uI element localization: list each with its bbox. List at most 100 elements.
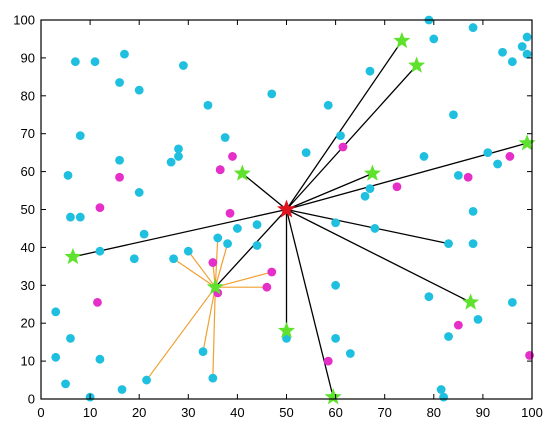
cyan-point — [468, 239, 478, 249]
green-star — [518, 134, 536, 151]
green-star — [363, 164, 381, 181]
cyan-point — [70, 57, 80, 67]
cyan-point — [233, 224, 242, 233]
cyan-point — [365, 66, 375, 76]
cyan-point — [75, 212, 85, 222]
cyan-point — [419, 152, 429, 161]
points-layer — [51, 15, 534, 402]
black-link — [285, 209, 334, 398]
x-tick-label: 40 — [230, 405, 244, 420]
black-link — [286, 208, 449, 245]
cyan-point — [449, 110, 458, 120]
cyan-point — [66, 212, 75, 222]
cyan-point — [370, 224, 380, 233]
cyan-point — [142, 375, 151, 385]
y-tick-label: 0 — [28, 392, 35, 407]
stars-layer — [64, 31, 536, 405]
cyan-point — [120, 49, 129, 59]
cyan-point — [267, 89, 277, 99]
cyan-point — [331, 333, 340, 343]
black-link — [214, 209, 287, 288]
y-tick-label: 60 — [21, 164, 35, 179]
magenta-point — [225, 208, 235, 218]
y-tick-label: 80 — [21, 88, 35, 103]
cyan-point — [169, 254, 178, 264]
cyan-point — [115, 78, 124, 87]
y-tick-label: 30 — [21, 278, 35, 293]
cyan-point — [365, 184, 375, 194]
magenta-point — [525, 351, 534, 360]
cyan-point — [301, 148, 311, 158]
cyan-point — [453, 170, 463, 180]
magenta-point — [228, 152, 237, 161]
x-tick-label: 20 — [132, 405, 146, 420]
cyan-point — [252, 241, 262, 250]
cyan-point — [117, 385, 127, 394]
y-tick-label: 10 — [21, 354, 35, 369]
cyan-point — [507, 297, 517, 307]
cyan-point — [208, 373, 218, 383]
green-star — [233, 164, 251, 181]
cyan-point — [493, 159, 503, 169]
orange-link — [173, 258, 216, 288]
cyan-point — [331, 218, 340, 228]
cyan-point — [213, 233, 223, 243]
cyan-point — [134, 188, 144, 197]
cyan-point — [522, 49, 532, 59]
orange-link — [212, 287, 216, 379]
cyan-point — [95, 246, 105, 256]
cyan-point — [95, 354, 105, 364]
cyan-point — [517, 42, 527, 51]
cyan-point — [61, 379, 70, 389]
orange-link — [202, 287, 216, 352]
x-tick-label: 50 — [279, 405, 293, 420]
magenta-point — [453, 320, 463, 330]
cyan-point — [345, 349, 355, 358]
x-tick-label: 80 — [427, 405, 441, 420]
cyan-point — [75, 131, 85, 140]
magenta-point — [215, 165, 225, 175]
magenta-point — [323, 356, 333, 366]
ticks-layer: 0 10 20 30 40 50 60 70 80 90 100 0 10 20 30 40 50 60 70 80 9… — [13, 13, 543, 421]
cyan-point — [139, 229, 149, 239]
x-tick-label: 30 — [181, 405, 195, 420]
cyan-point — [174, 152, 183, 161]
cyan-point — [252, 220, 262, 230]
x-tick-label: 0 — [37, 405, 44, 420]
green-star — [462, 293, 480, 310]
cyan-point — [498, 47, 507, 57]
magenta-point — [95, 203, 105, 213]
y-tick-label: 50 — [21, 202, 35, 217]
x-tick-label: 100 — [521, 405, 543, 420]
cyan-point — [178, 61, 188, 70]
cyan-point — [444, 239, 453, 249]
orange-link — [187, 250, 216, 288]
orange-link — [146, 286, 216, 381]
green-star — [408, 56, 426, 73]
cyan-point — [51, 307, 61, 317]
y-tick-label: 90 — [21, 50, 35, 65]
links-layer — [72, 40, 528, 398]
y-tick-label: 70 — [21, 126, 35, 141]
cyan-point — [90, 57, 100, 67]
cyan-point — [436, 385, 446, 394]
cyan-point — [429, 34, 439, 44]
magenta-point — [262, 282, 272, 292]
cyan-point — [468, 23, 478, 32]
black-link — [286, 208, 471, 303]
cyan-point — [51, 352, 61, 362]
cyan-point — [183, 246, 193, 256]
cyan-point — [439, 392, 449, 402]
cyan-point — [115, 155, 124, 165]
cyan-point — [323, 100, 333, 110]
cyan-point — [282, 333, 291, 343]
black-link — [241, 172, 287, 211]
green-star — [393, 31, 411, 49]
cyan-point — [360, 191, 370, 201]
cyan-point — [424, 292, 434, 302]
cyan-point — [166, 157, 176, 167]
cyan-point — [198, 347, 208, 357]
black-link — [285, 40, 403, 210]
green-star — [324, 388, 342, 405]
